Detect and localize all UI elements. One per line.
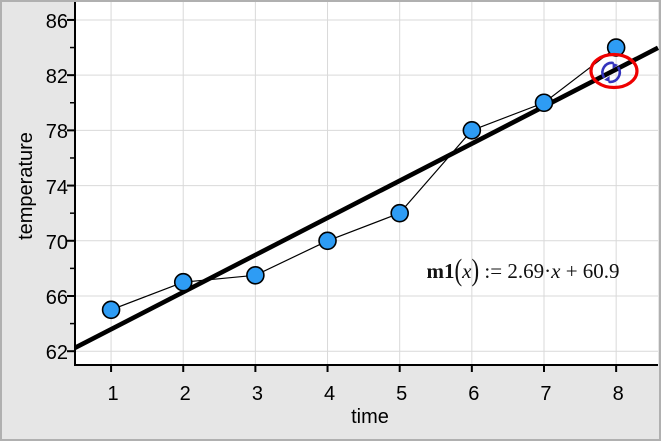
data-point[interactable] (390, 203, 409, 223)
x-tick-label: 3 (251, 383, 263, 405)
y-tick-label: 62 (45, 342, 68, 365)
plot-area[interactable] (75, 2, 658, 365)
y-tick-label: 66 (45, 286, 68, 309)
x-tick-label: 6 (468, 383, 480, 405)
data-point[interactable] (534, 93, 554, 113)
equation-close-paren: ) (471, 253, 480, 287)
rotate-cursor-arc (608, 66, 622, 84)
y-tick-label: 82 (45, 66, 68, 89)
movable-line-equation-label[interactable]: m1(x) := 2.69·x + 60.9 (395, 226, 620, 316)
rotate-cursor-arc (604, 75, 610, 82)
highlight-ellipse (589, 52, 639, 90)
movable-line[interactable] (73, 45, 659, 350)
y-tick-label: 86 (45, 10, 68, 33)
x-tick-label: 8 (612, 383, 624, 405)
x-tick-label: 2 (179, 383, 191, 405)
rotate-cursor-arc (612, 62, 619, 69)
data-connect-line (110, 47, 617, 311)
y-tick-label: 74 (45, 176, 68, 199)
x-tick-label: 5 (396, 383, 408, 405)
y-tick-label: 78 (45, 121, 68, 144)
equation-argument: x (462, 259, 472, 283)
equation-function-name: m1 (426, 259, 455, 283)
y-tick-label: 70 (45, 231, 68, 254)
x-axis-title: time (351, 406, 389, 428)
x-tick-label: 7 (540, 383, 552, 405)
equation-coefficient: 2.69· (507, 259, 552, 283)
x-tick-label: 1 (107, 383, 119, 405)
equation-constant: + 60.9 (560, 259, 620, 283)
data-point[interactable] (246, 265, 265, 285)
equation-open-paren: ( (454, 253, 463, 287)
x-tick-label: 4 (323, 383, 336, 405)
equation-assign: := (479, 259, 508, 283)
rotate-cursor-icon[interactable] (601, 61, 622, 84)
data-point[interactable] (318, 231, 337, 251)
equation-variable: x (551, 259, 561, 283)
data-point[interactable] (173, 272, 193, 292)
data-point[interactable] (462, 121, 482, 140)
rotate-cursor-arc (601, 61, 614, 79)
data-point[interactable] (101, 300, 121, 320)
